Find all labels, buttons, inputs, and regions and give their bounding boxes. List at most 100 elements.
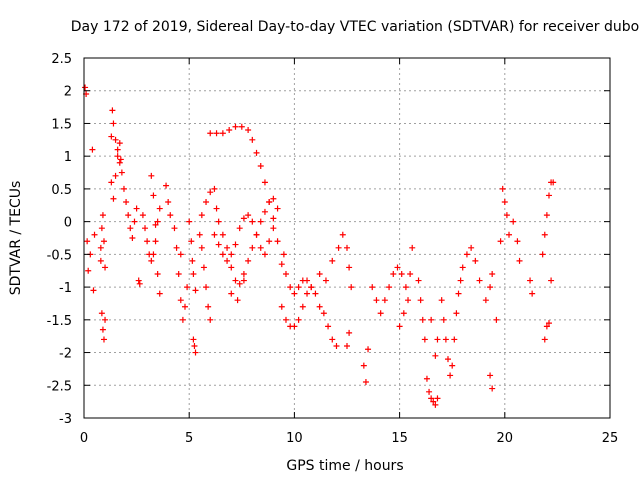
data-point bbox=[287, 284, 294, 291]
data-point bbox=[386, 284, 393, 291]
data-point bbox=[236, 280, 243, 287]
data-point bbox=[329, 336, 336, 343]
data-point bbox=[304, 290, 311, 297]
data-point bbox=[114, 146, 121, 153]
data-point bbox=[541, 336, 548, 343]
data-point bbox=[224, 257, 231, 264]
data-point bbox=[295, 284, 302, 291]
data-point bbox=[154, 218, 161, 225]
data-point bbox=[97, 257, 104, 264]
data-point bbox=[249, 244, 256, 251]
data-point bbox=[150, 251, 157, 258]
y-tick-label: 0.5 bbox=[51, 183, 72, 198]
x-tick-label: 5 bbox=[185, 431, 193, 446]
y-tick-label: 0 bbox=[64, 216, 72, 231]
data-point bbox=[468, 244, 475, 251]
data-point bbox=[257, 244, 264, 251]
data-point bbox=[304, 277, 311, 284]
data-point bbox=[207, 130, 214, 137]
data-point bbox=[136, 280, 143, 287]
data-point bbox=[167, 212, 174, 219]
y-tick-label: -1.5 bbox=[47, 314, 72, 329]
data-point bbox=[539, 251, 546, 258]
data-point bbox=[114, 153, 121, 160]
data-point bbox=[438, 297, 445, 304]
data-point bbox=[207, 316, 214, 323]
data-point bbox=[89, 146, 96, 153]
data-point bbox=[348, 284, 355, 291]
data-point bbox=[226, 127, 233, 133]
data-point bbox=[463, 251, 470, 258]
data-point bbox=[108, 133, 115, 140]
data-point bbox=[152, 238, 159, 245]
data-point bbox=[186, 218, 193, 225]
data-point bbox=[529, 290, 536, 297]
data-point bbox=[173, 244, 180, 251]
x-tick-label: 0 bbox=[80, 431, 88, 446]
data-point bbox=[457, 277, 464, 284]
series-arc-15 bbox=[438, 244, 483, 379]
data-point bbox=[175, 271, 182, 277]
data-point bbox=[447, 372, 454, 379]
data-point bbox=[198, 212, 205, 219]
series-arc-07 bbox=[196, 185, 220, 323]
data-point bbox=[240, 277, 247, 284]
data-point bbox=[543, 323, 550, 330]
data-point bbox=[150, 192, 157, 199]
data-point bbox=[85, 267, 92, 274]
data-point bbox=[200, 264, 207, 271]
data-point bbox=[405, 297, 412, 304]
data-point bbox=[228, 264, 235, 271]
data-point bbox=[409, 244, 416, 251]
data-point bbox=[245, 212, 252, 219]
data-point bbox=[501, 199, 508, 205]
y-axis: 2.5 2 1.5 1 0.5 0 -0.5 -1 -1.5 -2 -2.5 -3 bbox=[47, 52, 610, 427]
series-arc-10 bbox=[215, 195, 277, 304]
data-point bbox=[432, 352, 439, 359]
x-axis: 0 5 10 15 20 25 bbox=[80, 58, 618, 446]
series-arc-09 bbox=[211, 205, 281, 264]
data-point bbox=[493, 316, 500, 323]
data-point bbox=[417, 297, 424, 304]
data-point bbox=[322, 277, 329, 284]
data-point bbox=[123, 199, 130, 205]
data-point bbox=[472, 257, 479, 264]
data-point bbox=[440, 316, 447, 323]
data-point bbox=[156, 290, 163, 297]
data-point bbox=[329, 257, 336, 264]
data-point bbox=[510, 218, 517, 225]
data-point bbox=[261, 208, 268, 215]
data-point bbox=[232, 241, 239, 248]
data-point bbox=[249, 218, 256, 225]
data-point bbox=[120, 185, 127, 192]
data-point bbox=[184, 284, 191, 291]
data-point bbox=[434, 336, 441, 343]
data-point bbox=[278, 303, 285, 310]
data-point bbox=[108, 179, 115, 186]
data-point bbox=[434, 395, 441, 402]
data-point bbox=[299, 303, 306, 310]
data-point bbox=[232, 123, 239, 130]
data-point bbox=[165, 199, 172, 205]
data-point bbox=[156, 205, 163, 212]
data-point bbox=[499, 185, 506, 192]
data-point bbox=[396, 323, 403, 330]
data-point bbox=[402, 284, 409, 291]
data-point bbox=[144, 238, 151, 245]
data-point bbox=[514, 238, 521, 245]
data-point bbox=[390, 271, 397, 277]
data-point bbox=[190, 271, 197, 277]
data-point bbox=[238, 123, 245, 130]
data-point bbox=[339, 231, 346, 238]
data-point bbox=[489, 271, 496, 277]
data-point bbox=[110, 195, 117, 202]
data-point bbox=[127, 225, 134, 232]
data-point bbox=[487, 284, 494, 291]
data-point bbox=[430, 398, 437, 405]
series-arc-08 bbox=[207, 123, 285, 268]
data-point bbox=[213, 130, 220, 137]
data-point bbox=[177, 251, 184, 258]
y-tick-label: 1 bbox=[64, 150, 72, 165]
data-point bbox=[449, 362, 456, 369]
data-point bbox=[489, 385, 496, 392]
